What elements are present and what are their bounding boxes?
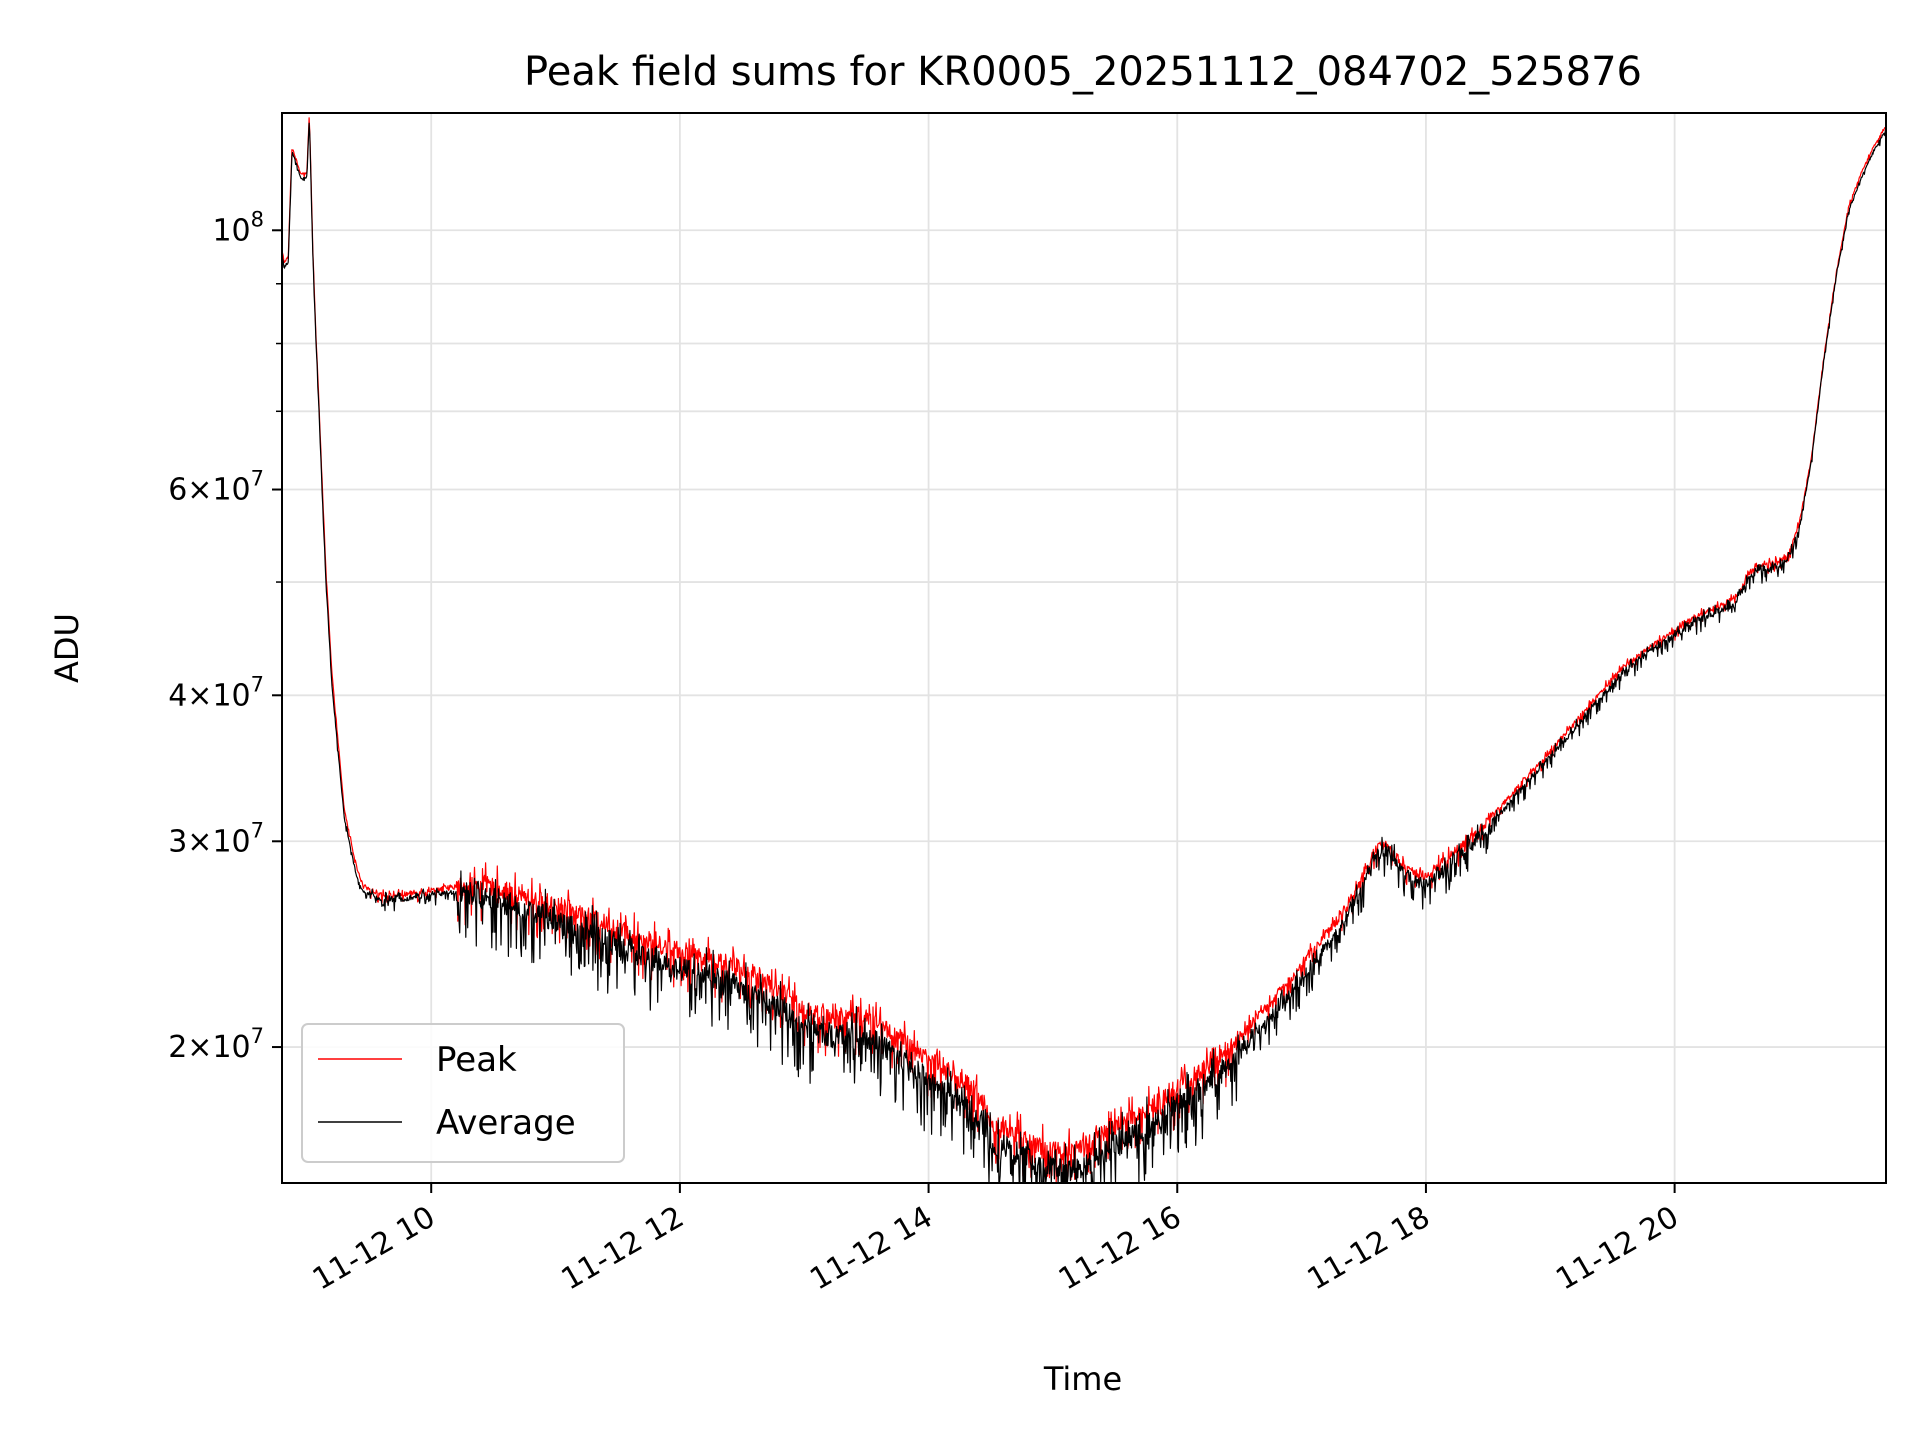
series-line-peak (281, 117, 1887, 1184)
legend-label-peak: Peak (436, 1040, 517, 1080)
series-line-average (281, 122, 1887, 1184)
y-axis: 2×107 3×107 4×107 6×107 108 (168, 207, 282, 1065)
y-tick-exponent: 7 (251, 1024, 264, 1048)
x-axis-label: Time (1043, 1360, 1122, 1398)
y-tick-label: 108 (212, 207, 264, 248)
legend-label-average: Average (436, 1103, 576, 1143)
y-tick-exponent: 7 (251, 467, 264, 491)
chart-title: Peak field sums for KR0005_20251112_0847… (524, 49, 1642, 95)
series-layer (281, 117, 1887, 1184)
y-tick-exponent: 7 (251, 672, 264, 696)
y-tick-label: 6×107 (168, 467, 264, 508)
y-tick-label: 4×107 (168, 672, 264, 713)
y-tick-exponent: 7 (251, 818, 264, 842)
y-tick-exponent: 8 (251, 207, 264, 231)
y-axis-label: ADU (48, 613, 86, 683)
y-tick-label: 3×107 (168, 818, 264, 859)
grid (282, 113, 1886, 1183)
y-tick-label: 2×107 (168, 1024, 264, 1065)
plot-frame (281, 112, 1887, 1184)
legend: Peak Average (301, 1023, 625, 1163)
